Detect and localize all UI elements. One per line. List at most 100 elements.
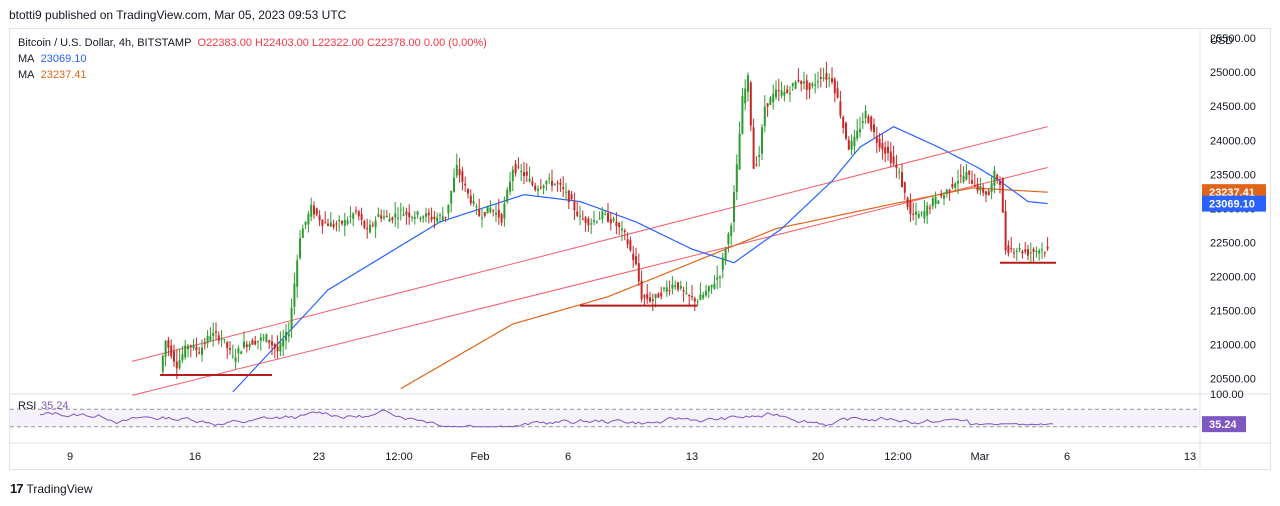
candle-body [520,170,523,173]
candle-body [307,213,310,225]
candle-body [229,348,231,350]
y-tick-label: 24000.00 [1210,135,1256,147]
y-tick-label: 22000.00 [1210,271,1256,283]
candle-body [567,190,570,203]
candle-body [920,212,923,214]
candle-body [870,116,873,130]
candle-body [875,136,878,143]
candle-body [371,224,374,226]
candle-body [397,217,399,219]
candle-body [867,116,870,124]
candle-body [755,164,758,166]
candle-body [940,194,943,197]
candle-body [679,286,682,289]
candle-body [391,217,394,221]
candle-body [243,341,245,348]
candle-body [192,344,195,349]
y-tick-label: 25000.00 [1210,67,1256,79]
candle-body [517,166,520,168]
chart-frame [9,28,1271,470]
y-tick-label: 25500.00 [1210,33,1256,45]
rsi-badge-bg [1202,416,1246,433]
candle-body [483,212,486,216]
candle-body [621,228,623,231]
candle-body [789,93,791,95]
currency-label: USD [1210,35,1233,47]
candle-body [338,219,341,222]
candle-body [965,172,968,180]
candle-body [758,154,761,157]
ma1-price-badge: 23069.10 [1202,195,1266,212]
candle-body [433,216,436,220]
candle-body [203,343,206,345]
candle-body [534,185,537,190]
candle-body [383,216,385,219]
candle-body [408,212,411,218]
candle-body [1018,248,1021,250]
candle-body [271,341,273,346]
candle-body [668,290,671,292]
candle-body [500,214,503,223]
candle-body [859,128,861,133]
candle-body [926,205,929,216]
candle-body [285,331,287,341]
candle-body [175,361,178,369]
candle-body [360,214,363,220]
candle-body [957,181,959,184]
candle-body [671,284,674,289]
ma2-value: 23237.41 [40,69,87,81]
candle-body [752,127,755,169]
tradingview-footer[interactable]: 17 TradingView [10,481,93,496]
candle-body [374,220,377,228]
candle-body [623,230,626,233]
candle-body [405,211,408,215]
candle-body [539,187,542,189]
candle-body [416,211,419,215]
candle-body [702,294,705,299]
candle-body [1041,249,1043,251]
candle-body [593,220,595,222]
candle-body [427,212,430,216]
candle-body [643,295,646,298]
candle-body [453,177,455,192]
x-tick-label: 13 [686,451,698,463]
candle-body [248,343,251,348]
candle-body [833,79,836,94]
x-tick-label: 6 [1064,451,1070,463]
candle-body [201,347,203,355]
candle-body [595,221,598,223]
candle-body [735,164,738,192]
candle-body [430,217,433,220]
candle-body [959,175,962,177]
candle-body [618,222,621,228]
candle-body [287,334,290,337]
candle-body [495,212,497,215]
candle-body [1013,252,1015,254]
candle-body [738,133,741,170]
candle-body [195,346,198,351]
candle-body [626,239,629,245]
candle-body [929,207,931,209]
candle-body [987,191,990,196]
candle-body [674,285,677,288]
candle-body [615,221,618,227]
candle-body [472,200,475,204]
candle-body [856,130,859,139]
candle-body [212,332,215,337]
candle-body [556,182,559,184]
candle-body [601,211,604,220]
candle-body [576,211,579,216]
candle-body [447,204,450,214]
candle-body [663,287,665,289]
candle-body [951,184,954,188]
candle-body [551,180,553,186]
candle-body [343,220,346,226]
y-tick-label: 20500.00 [1210,373,1256,385]
candle-body [861,121,864,123]
candle-body [366,228,369,230]
candle-body [506,189,509,202]
channel-lower-line [131,166,1048,396]
publisher-line: btotti9 published on TradingView.com, Ma… [9,8,347,22]
channel-lines [131,126,1048,396]
